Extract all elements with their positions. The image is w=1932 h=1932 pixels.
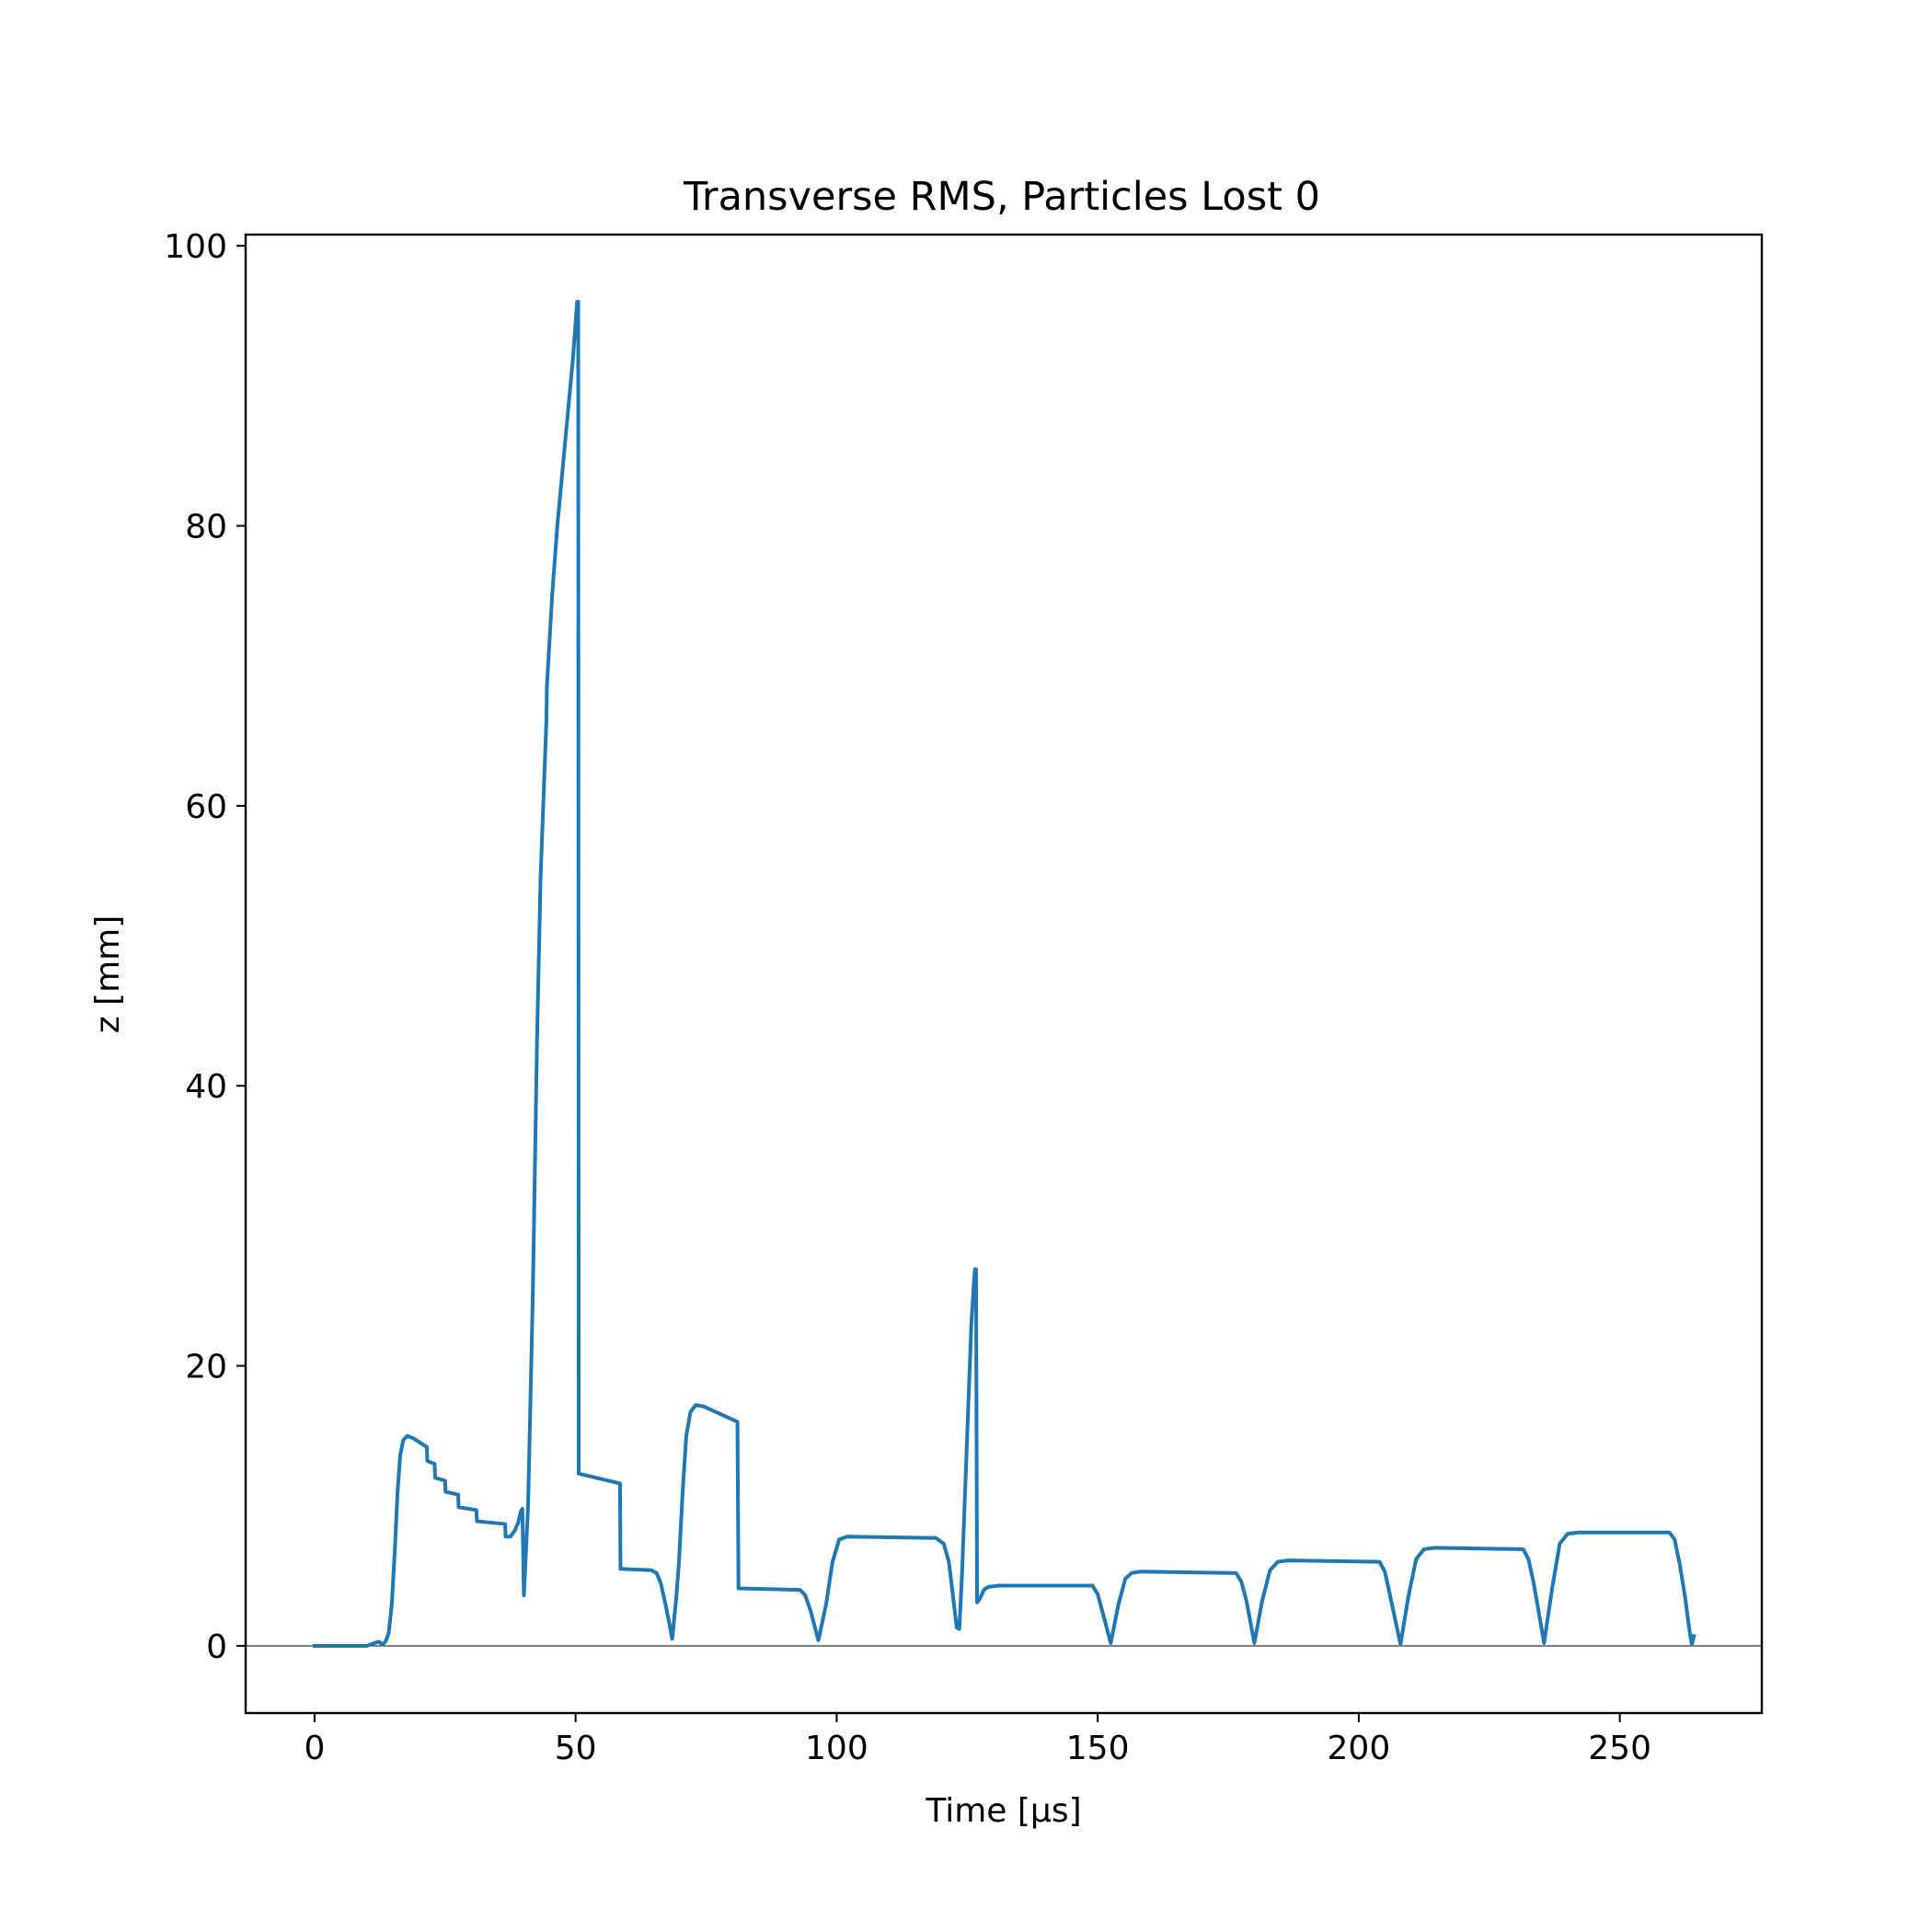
plot-frame [244, 233, 1764, 1715]
series-line [312, 300, 1696, 1648]
y-tick-label: 100 [164, 228, 227, 266]
y-axis-label: z [mm] [89, 915, 127, 1034]
x-tick-label: 100 [805, 1730, 868, 1767]
y-tick-label: 60 [185, 788, 227, 826]
y-axis: 0 20 40 60 80 100 [164, 228, 246, 1666]
x-tick-label: 250 [1588, 1730, 1651, 1767]
y-tick-label: 0 [206, 1628, 227, 1666]
y-tick-label: 40 [185, 1068, 227, 1106]
y-tick-label: 20 [185, 1349, 227, 1386]
x-tick-label: 150 [1066, 1730, 1130, 1767]
x-tick-label: 0 [304, 1730, 325, 1767]
y-tick-label: 80 [185, 509, 227, 546]
plot-area [244, 233, 1764, 1715]
x-axis: 0 50 100 150 200 250 [304, 1713, 1651, 1767]
x-tick-label: 200 [1328, 1730, 1391, 1767]
x-axis-label: Time [μs] [925, 1792, 1081, 1830]
x-tick-label: 50 [555, 1730, 597, 1767]
chart-title: Transverse RMS, Particles Lost 0 [683, 174, 1320, 220]
